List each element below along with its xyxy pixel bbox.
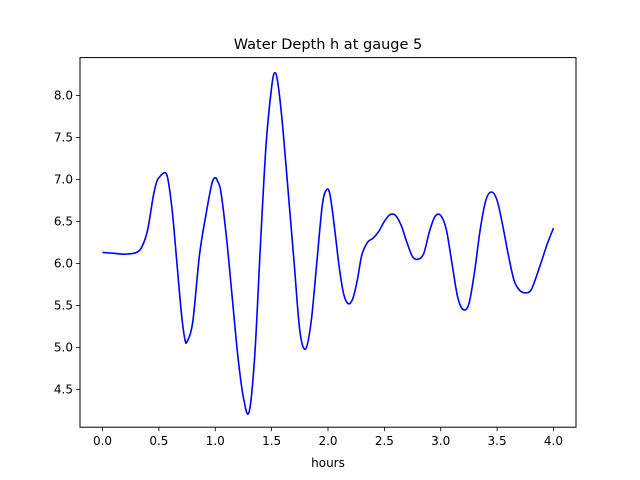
y-tick-label: 7.5: [54, 130, 73, 144]
y-tick-label: 7.0: [54, 172, 73, 186]
x-axis-label: hours: [311, 456, 345, 470]
y-tick-label: 5.5: [54, 298, 73, 312]
plot-area: [102, 71, 555, 415]
x-tick-label: 0.0: [93, 434, 112, 448]
x-tick-label: 4.0: [544, 434, 563, 448]
axes-frame: [79, 57, 577, 428]
y-axis: 4.5 5.0 5.5 6.0 6.5 7.0 7.5 8.0: [54, 88, 80, 396]
x-tick-label: 0.5: [149, 434, 168, 448]
y-tick-label: 6.5: [54, 214, 73, 228]
y-tick-label: 5.0: [54, 340, 73, 354]
y-tick-label: 8.0: [54, 88, 73, 102]
x-tick-label: 1.0: [206, 434, 225, 448]
x-tick-label: 2.0: [318, 434, 337, 448]
y-tick-label: 6.0: [54, 256, 73, 270]
series-line-0: [102, 71, 555, 415]
chart-title: Water Depth h at gauge 5: [234, 37, 422, 53]
x-tick-label: 1.5: [262, 434, 281, 448]
x-axis: 0.0 0.5 1.0 1.5 2.0 2.5 3.0 3.5 4.0: [93, 427, 563, 448]
y-tick-label: 4.5: [54, 382, 73, 396]
x-tick-label: 3.0: [431, 434, 450, 448]
x-tick-label: 2.5: [375, 434, 394, 448]
x-tick-label: 3.5: [488, 434, 507, 448]
